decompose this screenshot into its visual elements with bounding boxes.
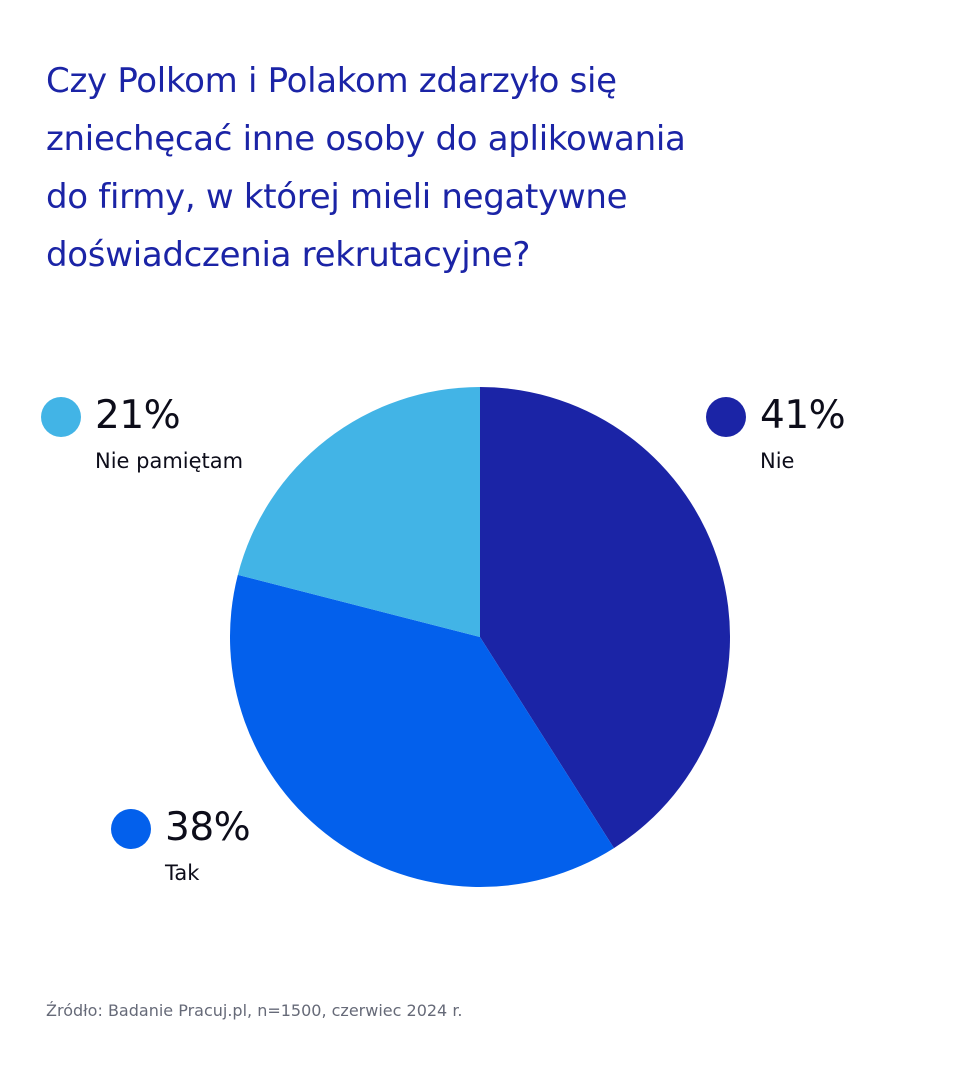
legend-label-nie-pamietam: Nie pamiętam bbox=[95, 449, 244, 473]
legend-value-tak: 38% bbox=[165, 805, 251, 850]
pie-slice-nie bbox=[480, 387, 731, 849]
legend-value-nie: 41% bbox=[760, 393, 846, 438]
legend-value-nie-pamietam: 21% bbox=[95, 393, 181, 438]
legend-dot-tak bbox=[111, 809, 151, 849]
legend-label-tak: Tak bbox=[165, 861, 200, 885]
legend-dot-nie-pamietam bbox=[41, 397, 81, 437]
legend-dot-nie bbox=[706, 397, 746, 437]
pie-slice-nie-pamiętam bbox=[237, 387, 480, 637]
source-note: Źródło: Badanie Pracuj.pl, n=1500, czerw… bbox=[46, 1001, 463, 1020]
title-line: doświadczenia rekrutacyjne? bbox=[46, 235, 531, 275]
legend-label-nie: Nie bbox=[760, 449, 795, 473]
title-line: do firmy, w której mieli negatywne bbox=[46, 177, 628, 217]
chart-title: Czy Polkom i Polakom zdarzyło się zniech… bbox=[46, 52, 866, 284]
pie-slice-tak bbox=[229, 574, 614, 888]
title-line: Czy Polkom i Polakom zdarzyło się bbox=[46, 61, 617, 101]
title-line: zniechęcać inne osoby do aplikowania bbox=[46, 119, 686, 159]
